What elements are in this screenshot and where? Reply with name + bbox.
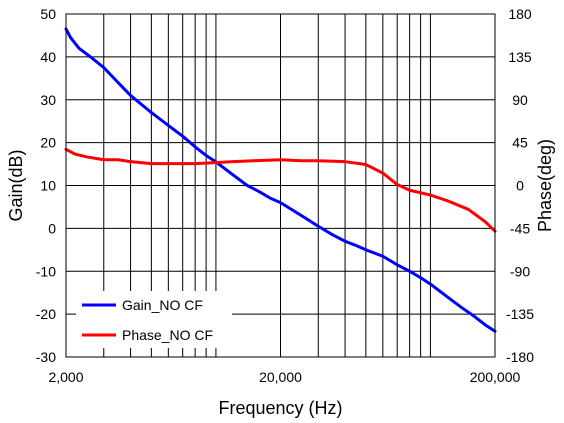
y-left-tick-label: 20 xyxy=(40,135,56,151)
x-tick-label: 200,000 xyxy=(470,369,521,385)
x-tick-label: 20,000 xyxy=(259,369,302,385)
x-tick-label: 2,000 xyxy=(48,369,83,385)
y-left-tick-label: 10 xyxy=(40,178,56,194)
y-left-tick-label: 0 xyxy=(48,220,56,236)
y-right-tick-label: 45 xyxy=(512,135,528,151)
y-right-tick-label: 90 xyxy=(512,92,528,108)
y-right-tick-label: -45 xyxy=(510,220,530,236)
y-right-tick-label: 180 xyxy=(508,6,532,22)
legend-label-phase: Phase_NO CF xyxy=(122,327,213,343)
y-right-tick-label: 135 xyxy=(508,49,532,65)
y-left-tick-label: 40 xyxy=(40,49,56,65)
legend: Gain_NO CF Phase_NO CF xyxy=(76,291,232,348)
legend-label-gain: Gain_NO CF xyxy=(122,297,203,313)
y-axis-right-title: Phase(deg) xyxy=(535,139,555,232)
y-left-tick-label: -20 xyxy=(36,306,56,322)
plot-frame xyxy=(65,13,496,358)
phase-series-line xyxy=(64,147,497,233)
tick-labels: -30 -20 -10 0 10 20 30 40 50 -180 -135 -90 -45 0 45 90 1… xyxy=(36,6,534,385)
y-left-tick-label: 50 xyxy=(40,6,56,22)
y-right-tick-label: -135 xyxy=(506,306,534,322)
y-axis-left-title: Gain(dB) xyxy=(6,149,26,221)
x-axis-title: Frequency (Hz) xyxy=(218,398,342,418)
y-left-tick-label: -30 xyxy=(36,349,56,365)
grid-lines xyxy=(66,14,495,357)
legend-box xyxy=(76,291,232,348)
y-right-tick-label: -90 xyxy=(510,263,530,279)
y-left-tick-label: -10 xyxy=(36,263,56,279)
gain-series-line xyxy=(64,27,497,333)
y-right-tick-label: 0 xyxy=(516,178,524,194)
series-layer xyxy=(64,27,497,333)
y-right-tick-label: -180 xyxy=(506,349,534,365)
y-left-tick-label: 30 xyxy=(40,92,56,108)
